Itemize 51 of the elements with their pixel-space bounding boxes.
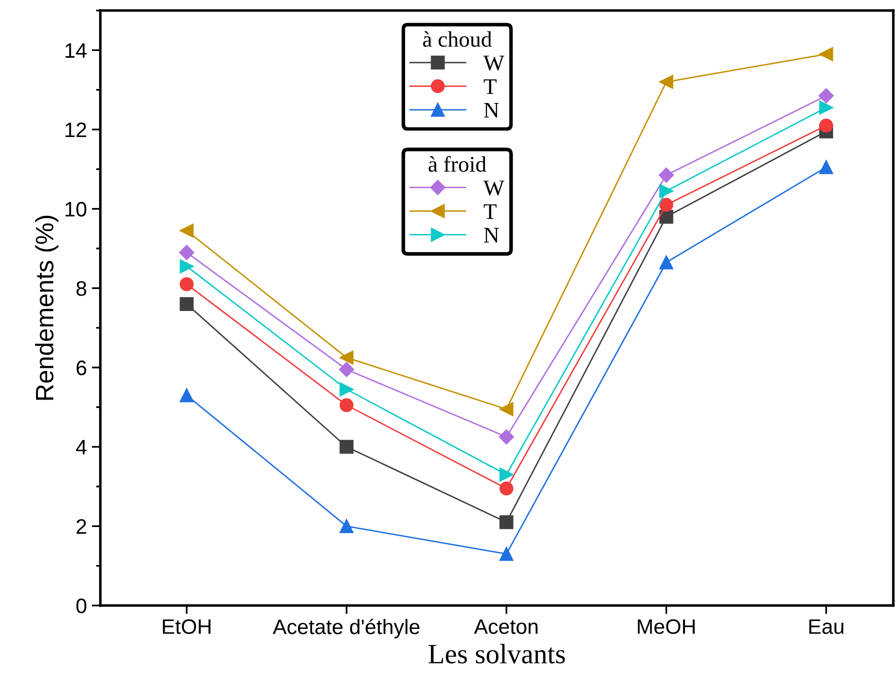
- point: [340, 350, 354, 365]
- point: [498, 429, 514, 444]
- x-tick-label: EtOH: [162, 619, 210, 634]
- y-tick-label: 14: [66, 43, 87, 58]
- point: [499, 402, 514, 416]
- x-tick-label: MeOH: [638, 619, 695, 634]
- legend-label: W: [483, 180, 504, 196]
- point: [499, 515, 514, 530]
- point: [180, 277, 194, 292]
- x-tick-label: Eau: [809, 619, 844, 634]
- y-tick-label: 8: [76, 281, 86, 296]
- point: [819, 160, 834, 174]
- point: [659, 74, 674, 89]
- point: [819, 100, 834, 115]
- point: [180, 259, 194, 274]
- point: [499, 468, 514, 482]
- point: [180, 297, 194, 311]
- x-tick-label: Acetate d'éthyle: [272, 618, 420, 638]
- point: [180, 388, 194, 402]
- point: [499, 546, 514, 561]
- y-tick-label: 0: [76, 598, 86, 614]
- legend-label: T: [484, 79, 497, 94]
- legend-label: N: [484, 228, 499, 242]
- y-tick-label: 4: [76, 440, 87, 454]
- x-axis-title: Les solvants: [428, 644, 565, 664]
- x-tick-label: Aceton: [474, 619, 538, 634]
- point: [659, 255, 674, 270]
- annotation: à choud: [423, 31, 492, 47]
- point: [340, 382, 354, 396]
- legend-label: T: [484, 204, 497, 219]
- legend-label: N: [484, 102, 499, 118]
- point: [659, 198, 674, 212]
- point: [340, 398, 354, 412]
- annotation: à froid: [428, 156, 486, 172]
- point: [819, 118, 834, 132]
- point: [658, 168, 674, 183]
- y-tick-label: 2: [76, 519, 86, 534]
- y-tick-label: 10: [66, 202, 86, 217]
- point: [818, 88, 834, 104]
- point: [340, 519, 354, 534]
- point: [340, 440, 354, 454]
- point: [659, 184, 674, 198]
- y-tick-label: 12: [66, 122, 86, 138]
- y-axis-title: Rendements (%): [35, 216, 58, 400]
- point: [338, 362, 354, 378]
- point: [499, 482, 514, 496]
- point: [179, 244, 194, 260]
- point: [180, 224, 194, 238]
- y-tick-label: 6: [76, 360, 86, 376]
- point: [819, 47, 834, 62]
- legend-label: W: [483, 56, 504, 71]
